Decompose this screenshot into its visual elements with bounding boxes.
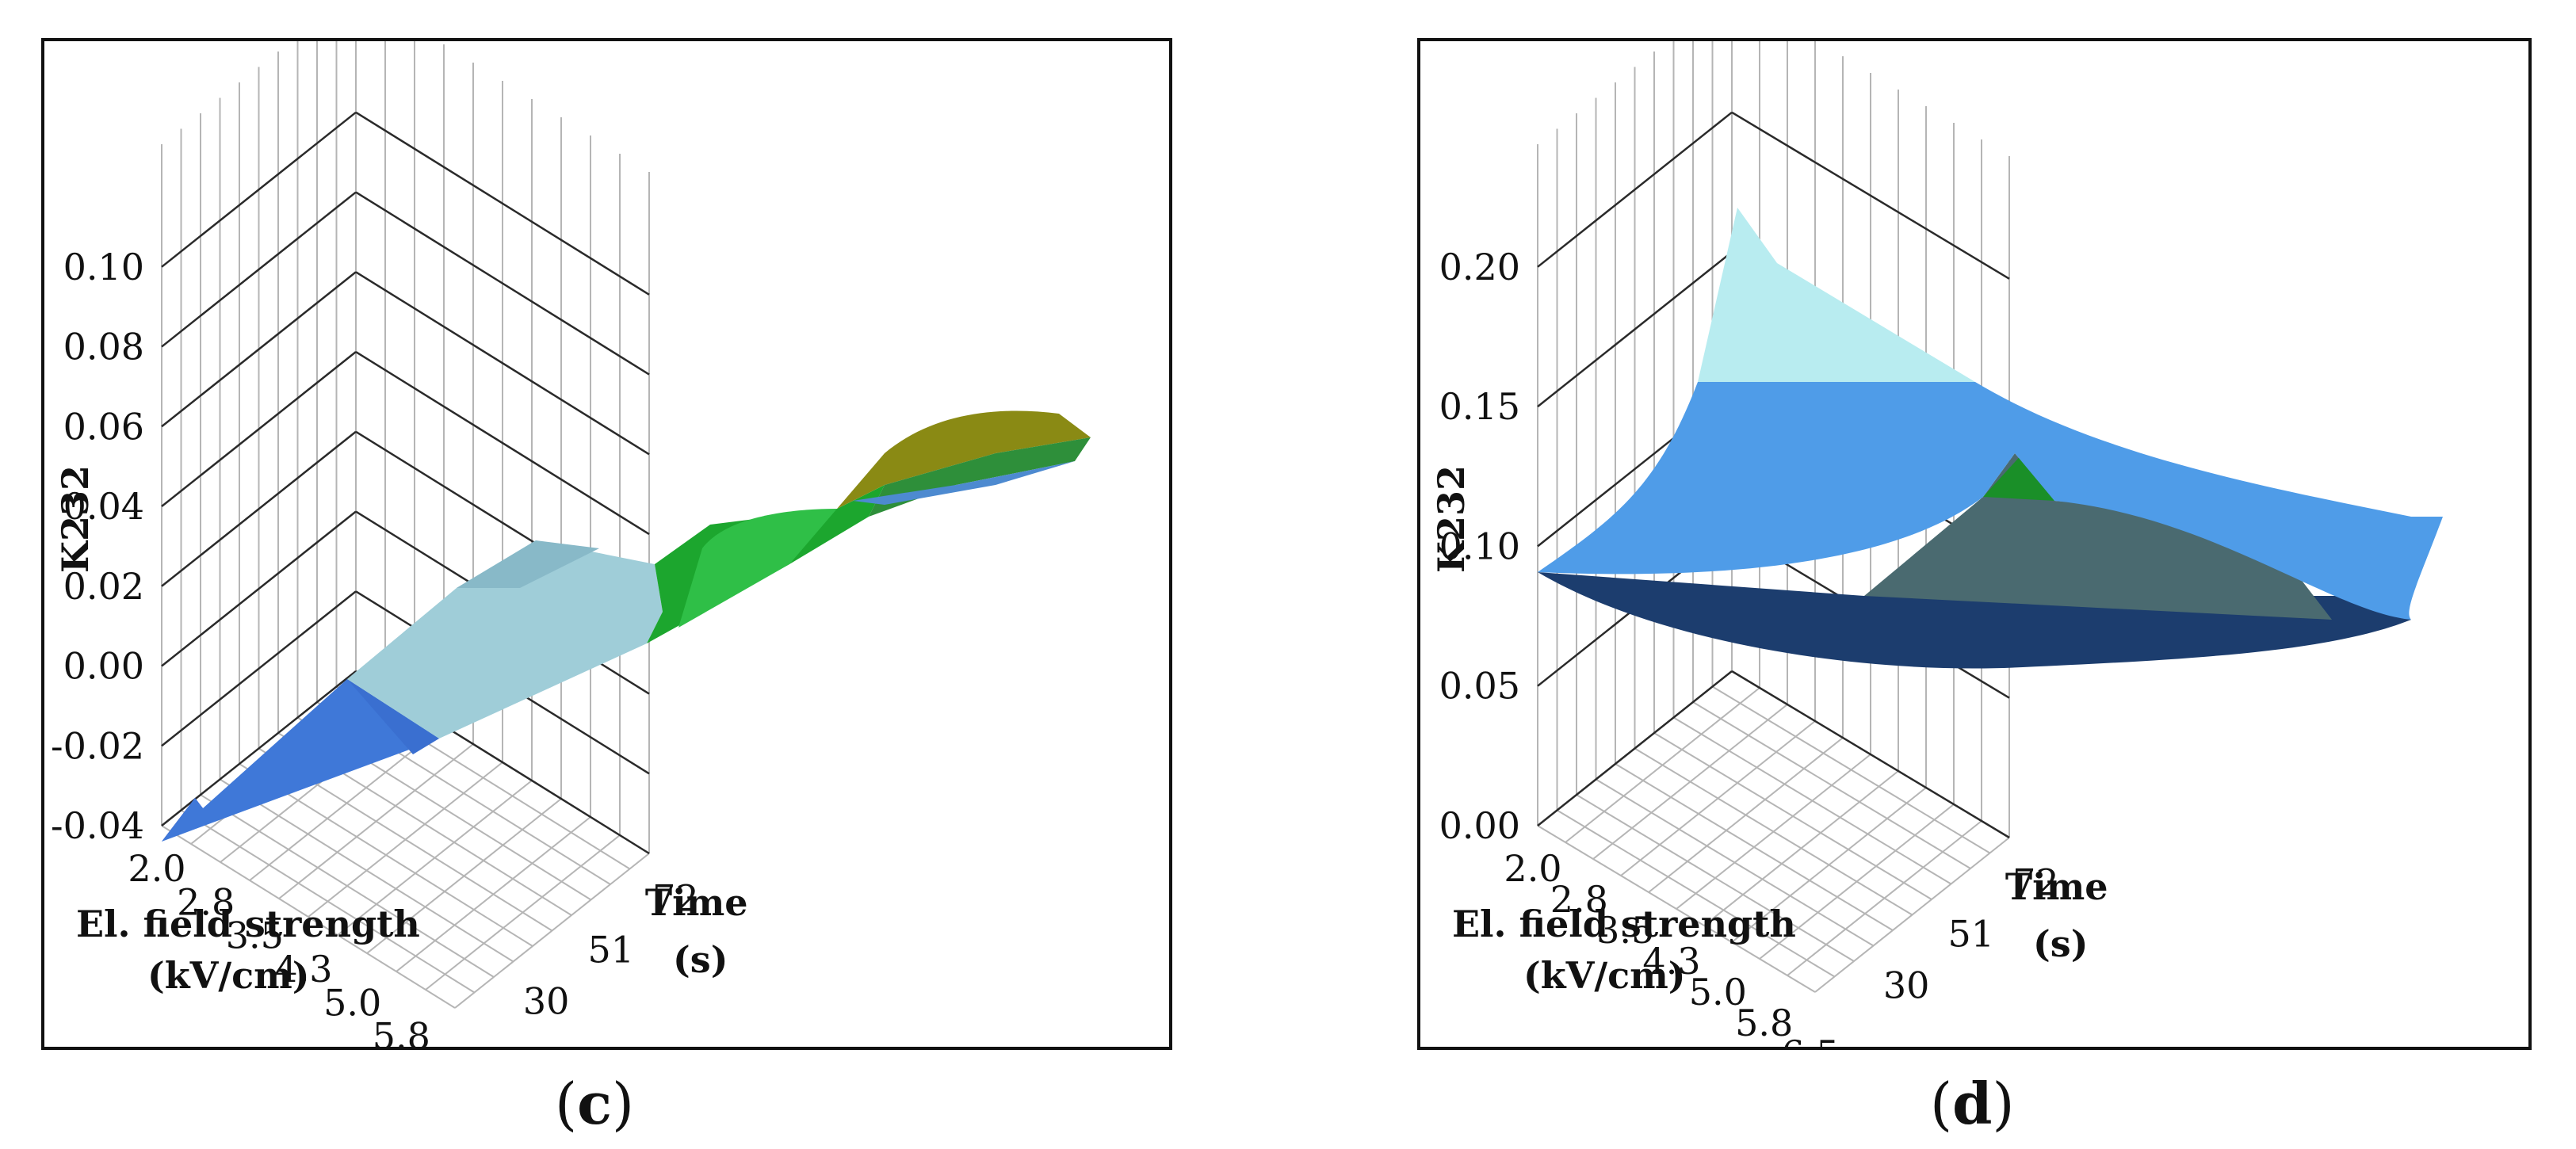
y-tick-label: 51 <box>588 929 635 971</box>
caption-d: (d) <box>1930 1070 2015 1137</box>
grid-line <box>1711 685 1991 854</box>
surface-c <box>162 410 1091 842</box>
labels-d: 0.00 0.05 0.10 0.15 0.20 2.02.83.54.35.05.86.… <box>1430 246 2108 1047</box>
caption-c: (c) <box>555 1070 635 1137</box>
y-axis-unit: (s) <box>673 938 728 981</box>
y-axis-label: Time <box>645 881 748 924</box>
z-tick-label: 0.15 <box>1439 385 1520 428</box>
caption-letter: c <box>577 1070 612 1137</box>
y-tick-label: 30 <box>1883 964 1930 1007</box>
x-tick-label: 3.5 <box>226 914 284 957</box>
z-tick-label: -0.02 <box>51 724 144 767</box>
z-tick-label: 0.10 <box>63 246 144 288</box>
x-tick-label: 2.8 <box>1550 878 1608 921</box>
surface-patch <box>1864 453 2332 620</box>
z-level-line <box>1537 111 1733 268</box>
z-level-line <box>355 191 650 376</box>
x-tick-label: 5.0 <box>1689 971 1747 1013</box>
z-axis-label: K232 <box>1430 465 1473 573</box>
z-level-line <box>161 510 357 667</box>
y-tick-label: 72 <box>652 877 699 920</box>
x-tick-label: 2.0 <box>128 847 185 890</box>
x-tick-label: 3.5 <box>1596 909 1654 952</box>
z-tick-label: 0.00 <box>1439 804 1520 847</box>
z-tick-label: 0.02 <box>63 565 144 608</box>
x-tick-label: 6.5 <box>1781 1033 1839 1047</box>
grid-line <box>161 825 456 1009</box>
surface-patch <box>853 461 1075 505</box>
grid-line <box>1556 809 1836 978</box>
z-level-line <box>1731 111 2010 280</box>
grid-line <box>1692 701 1971 869</box>
surface-patch <box>1983 453 2054 501</box>
z-level-line <box>1731 670 2010 839</box>
grid-line <box>1595 778 1875 947</box>
y-tick-label: 51 <box>1948 913 1995 956</box>
x-tick-label: 2.0 <box>1504 847 1561 890</box>
x-tick-label: 5.0 <box>323 981 381 1024</box>
y-axis-unit: (s) <box>2033 922 2088 965</box>
chart-panel-c: -0.04 -0.02 0.00 0.02 0.04 0.06 0.08 0.10 2.0 2.8… <box>41 38 1172 1050</box>
z-tick-label: 0.08 <box>63 326 144 368</box>
surface-patch <box>1538 382 2443 620</box>
surface-chart-c: -0.04 -0.02 0.00 0.02 0.04 0.06 0.08 0.10 2.02.8… <box>51 41 1091 1047</box>
surface-patch <box>347 540 663 739</box>
x-tick-label: 4.3 <box>274 948 332 991</box>
surface-patch <box>869 437 1091 517</box>
grid-line <box>1672 716 1952 885</box>
grid-line <box>180 809 476 994</box>
z-level-line <box>161 191 357 348</box>
surface-patch <box>1698 208 1975 382</box>
z-level-line <box>355 111 650 296</box>
labels-c: -0.04 -0.02 0.00 0.02 0.04 0.06 0.08 0.10 2.02.8… <box>51 246 748 1047</box>
z-tick-label: 0.20 <box>1439 246 1520 288</box>
z-tick-label: 0.00 <box>63 645 144 688</box>
z-level-line <box>355 271 650 456</box>
grid-line <box>1576 794 1855 962</box>
z-axis-label: K232 <box>54 465 97 573</box>
surface-d <box>1538 208 2443 669</box>
z-level-line <box>355 350 650 536</box>
z-level-line <box>1537 670 1733 826</box>
surface-patch <box>347 679 439 754</box>
surface-patch <box>837 410 1091 509</box>
grid-line <box>1615 763 1894 931</box>
caption-letter: d <box>1952 1070 1993 1137</box>
surface-patch <box>162 679 439 842</box>
x-axis-label: El. field strength <box>1452 903 1796 945</box>
z-level-line <box>161 430 357 587</box>
surface-patch <box>457 540 599 588</box>
x-tick-label: 5.8 <box>1735 1002 1793 1044</box>
z-level-line <box>1537 251 1733 408</box>
grid-line <box>1537 825 1816 993</box>
z-level-line <box>161 111 357 268</box>
grid-c <box>161 41 650 1009</box>
z-tick-label: 0.05 <box>1439 665 1520 708</box>
x-axis-unit: (kV/cm) <box>1523 954 1686 997</box>
surface-chart-d: 0.00 0.05 0.10 0.15 0.20 2.02.83.54.35.05.86.… <box>1430 41 2443 1047</box>
y-axis-label: Time <box>2005 865 2108 908</box>
z-tick-label: 0.10 <box>1439 525 1520 567</box>
grid-line <box>219 778 514 963</box>
x-axis-unit: (kV/cm) <box>147 954 310 997</box>
x-tick-label: 4.3 <box>1642 940 1700 983</box>
y-tick-label: 30 <box>523 980 570 1023</box>
x-axis-label: El. field strength <box>76 903 420 945</box>
grid-line <box>1634 747 1913 916</box>
grid-line <box>200 794 495 978</box>
x-tick-label: 5.8 <box>373 1015 430 1047</box>
z-tick-label: 0.04 <box>63 485 144 528</box>
grid-line <box>1653 732 1932 900</box>
z-tick-label: -0.04 <box>51 804 144 847</box>
x-tick-label: 2.8 <box>177 880 235 923</box>
surface-patch <box>678 509 837 628</box>
z-level-line <box>161 590 357 747</box>
z-tick-label: 0.06 <box>63 405 144 448</box>
z-level-line <box>161 351 357 508</box>
y-tick-label: 72 <box>2012 861 2059 904</box>
chart-panel-d: 0.00 0.05 0.10 0.15 0.20 2.02.83.54.35.05.86.… <box>1417 38 2532 1050</box>
z-level-line <box>161 271 357 428</box>
